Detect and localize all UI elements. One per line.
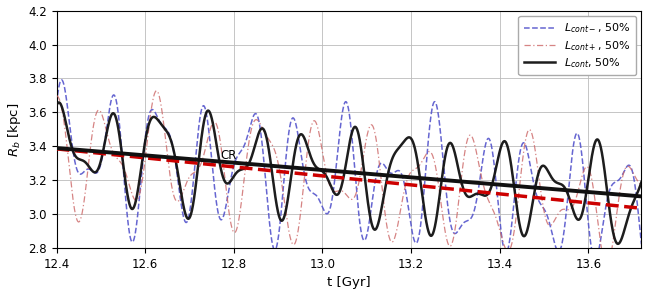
Line: $L_{cont}$, 50%: $L_{cont}$, 50% xyxy=(56,102,641,244)
$L_{cont}$, 50% xyxy=(120,165,127,168)
Text: CR: CR xyxy=(221,149,237,162)
$L_{cont-}$, 50% xyxy=(626,164,634,168)
$L_{cont}$, 50% xyxy=(614,242,622,246)
$L_{cont+}$, 50% xyxy=(564,208,571,212)
$L_{cont-}$, 50% xyxy=(154,117,162,120)
Y-axis label: $R_b$ [kpc]: $R_b$ [kpc] xyxy=(6,102,23,157)
$L_{cont-}$, 50% xyxy=(637,242,645,246)
$L_{cont+}$, 50% xyxy=(153,89,160,93)
$L_{cont+}$, 50% xyxy=(120,165,127,169)
$L_{cont+}$, 50% xyxy=(277,177,285,181)
$L_{cont+}$, 50% xyxy=(637,183,645,187)
$L_{cont-}$, 50% xyxy=(303,181,311,184)
$L_{cont+}$, 50% xyxy=(154,91,162,95)
$L_{cont}$, 50% xyxy=(303,142,311,145)
$L_{cont-}$, 50% xyxy=(564,202,571,206)
$L_{cont+}$, 50% xyxy=(626,166,634,170)
$L_{cont-}$, 50% xyxy=(120,170,127,173)
$L_{cont-}$, 50% xyxy=(591,258,599,261)
X-axis label: t [Gyr]: t [Gyr] xyxy=(327,276,371,289)
$L_{cont-}$, 50% xyxy=(58,78,65,82)
Line: $L_{cont-}$, 50%: $L_{cont-}$, 50% xyxy=(56,80,641,260)
$L_{cont}$, 50% xyxy=(637,180,645,184)
Legend: $L_{cont-}$, 50%, $L_{cont+}$, 50%, $L_{cont}$, 50%: $L_{cont-}$, 50%, $L_{cont+}$, 50%, $L_{… xyxy=(518,16,636,75)
$L_{cont}$, 50% xyxy=(55,101,63,104)
Line: $L_{cont+}$, 50%: $L_{cont+}$, 50% xyxy=(56,91,641,266)
$L_{cont-}$, 50% xyxy=(52,102,60,105)
$L_{cont-}$, 50% xyxy=(277,211,285,215)
$L_{cont}$, 50% xyxy=(154,119,162,122)
$L_{cont+}$, 50% xyxy=(303,157,311,160)
$L_{cont}$, 50% xyxy=(564,191,571,194)
$L_{cont}$, 50% xyxy=(277,219,285,222)
$L_{cont+}$, 50% xyxy=(52,94,60,98)
$L_{cont}$, 50% xyxy=(626,208,634,212)
$L_{cont+}$, 50% xyxy=(603,264,611,267)
$L_{cont}$, 50% xyxy=(52,104,60,107)
